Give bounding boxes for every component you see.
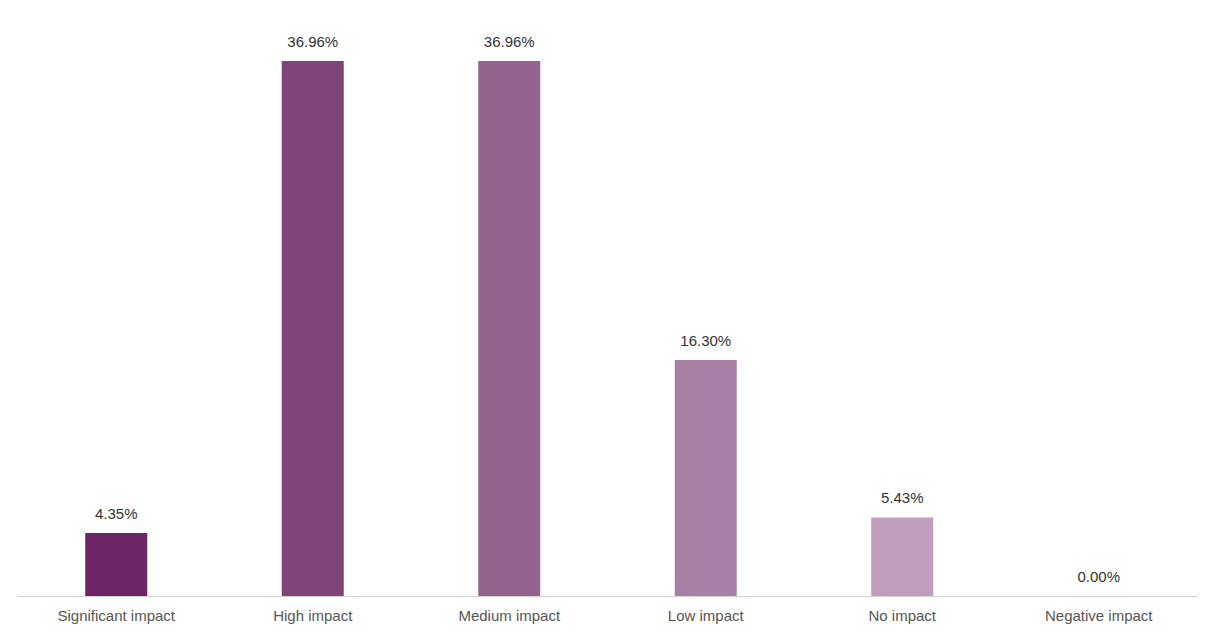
svg-text:0.00%: 0.00%: [1077, 568, 1120, 585]
svg-text:Medium impact: Medium impact: [458, 607, 561, 624]
svg-text:5.43%: 5.43%: [881, 489, 924, 506]
svg-text:Negative impact: Negative impact: [1045, 607, 1153, 624]
svg-text:4.35%: 4.35%: [95, 505, 138, 522]
svg-text:No impact: No impact: [868, 607, 936, 624]
svg-text:Low impact: Low impact: [668, 607, 745, 624]
svg-text:Significant impact: Significant impact: [57, 607, 175, 624]
svg-text:16.30%: 16.30%: [680, 332, 731, 349]
svg-text:High impact: High impact: [273, 607, 353, 624]
svg-text:36.96%: 36.96%: [484, 33, 535, 50]
svg-text:36.96%: 36.96%: [287, 33, 338, 50]
